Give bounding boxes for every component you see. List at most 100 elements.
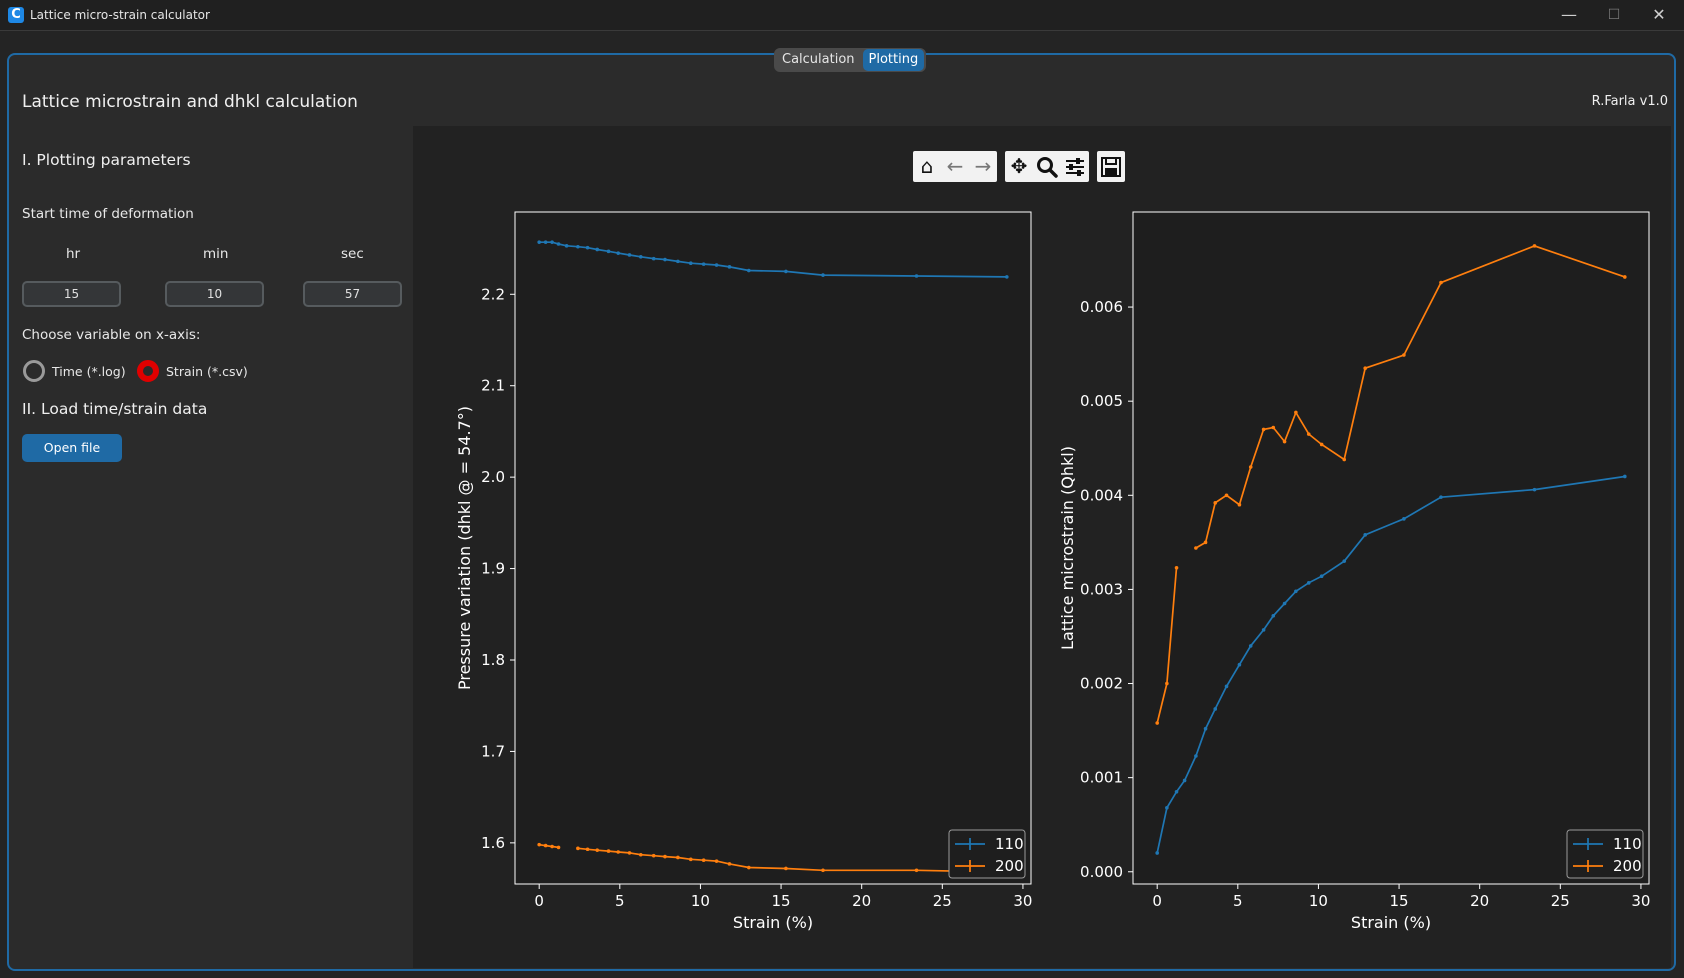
x-tick-label: 20 (852, 892, 871, 910)
series-200-point (1203, 540, 1208, 545)
x-axis-label: Strain (%) (1351, 913, 1431, 932)
sliders-icon[interactable] (1061, 151, 1089, 182)
series-200-point (616, 850, 620, 854)
window-titlebar: C Lattice micro-strain calculator — ☐ ✕ (0, 0, 1684, 31)
toolbar-save-group (1097, 151, 1125, 182)
series-200-point (537, 842, 541, 847)
series-200-point (556, 845, 561, 850)
series-110-point (1194, 754, 1198, 758)
close-icon[interactable]: ✕ (1652, 5, 1666, 24)
series-110-point (556, 242, 561, 246)
y-tick-label: 1.8 (481, 651, 505, 669)
series-200-point (663, 854, 667, 859)
tab-plotting[interactable]: Plotting (862, 49, 925, 71)
radio-strain-label: Strain (*.csv) (166, 363, 248, 379)
page-title: Lattice microstrain and dhkl calculation (22, 92, 358, 112)
series-110-point (1402, 517, 1406, 521)
home-icon[interactable]: ⌂ (920, 154, 934, 178)
legend-label-110: 110 (995, 835, 1024, 853)
arrow-right-icon[interactable]: → (974, 154, 992, 178)
series-110-point (1319, 574, 1324, 579)
x-tick-label: 5 (1233, 892, 1243, 910)
series-110-point (1532, 487, 1537, 492)
y-tick-label: 0.005 (1080, 392, 1123, 410)
series-200-point (1224, 493, 1229, 498)
x-tick-label: 20 (1470, 892, 1489, 910)
series-110-point (1155, 851, 1159, 855)
y-tick-label: 0.000 (1080, 863, 1123, 881)
zoom-icon[interactable] (1033, 151, 1061, 182)
series-110-point (1363, 533, 1367, 537)
open-file-button[interactable]: Open file (22, 434, 122, 462)
radio-time-label: Time (*.log) (52, 363, 126, 379)
series-110-point (1342, 559, 1347, 563)
series-110-point (676, 259, 680, 264)
radio-time[interactable]: Time (*.log) (23, 360, 126, 382)
dhkl-chart: 0 5 10 15 20 25 30 1.6 1.7 1.8 1.9 2.0 2.1 2.2 Strain … (455, 211, 1032, 932)
series-200-point (1165, 681, 1169, 686)
load-data-heading: II. Load time/strain data (22, 400, 208, 418)
sec-input[interactable]: 57 (303, 281, 402, 307)
x-axis-label: Strain (%) (733, 913, 813, 932)
author-version: R.Farla v1.0 (1591, 94, 1668, 109)
plotting-parameters-heading: I. Plotting parameters (22, 151, 191, 169)
move-icon[interactable]: ✥ (1010, 154, 1028, 178)
min-input[interactable]: 10 (165, 281, 264, 307)
radio-strain[interactable]: Strain (*.csv) (137, 360, 248, 382)
series-200-point (1155, 721, 1159, 725)
series-200-point (676, 855, 680, 860)
series-110-point (1213, 707, 1218, 711)
y-tick-label: 2.2 (481, 285, 505, 303)
series-110-point (1261, 628, 1266, 632)
series-110-point (1294, 589, 1298, 594)
series-200-point (821, 868, 825, 873)
y-tick-label: 0.006 (1080, 298, 1123, 316)
minimize-icon[interactable]: — (1561, 5, 1577, 24)
series-110-point (784, 269, 788, 274)
series-200-point (1363, 366, 1367, 371)
series-200-point (688, 857, 693, 862)
series-110-point (1182, 778, 1187, 783)
series-200-point (585, 847, 590, 852)
series-200-point (595, 848, 600, 852)
microstrain-chart: 0 5 10 15 20 25 30 0.000 0.001 0.002 0.003 0.004 0.0… (1058, 211, 1650, 932)
series-110-point (914, 274, 919, 278)
series-110-point (595, 247, 600, 252)
hr-input[interactable]: 15 (22, 281, 121, 307)
x-tick-label: 25 (1551, 892, 1570, 910)
min-label: min (203, 246, 229, 262)
maximize-icon[interactable]: ☐ (1607, 7, 1621, 23)
plot-toolbar: ⌂ ← → ✥ (913, 151, 1125, 182)
toolbar-nav-group: ⌂ ← → (913, 151, 997, 182)
y-tick-label: 0.001 (1080, 769, 1123, 787)
series-110-point (1174, 789, 1179, 794)
series-110-point (550, 240, 554, 244)
series-200-point (1261, 427, 1266, 432)
series-110-point (1439, 495, 1443, 499)
series-200-point (727, 862, 732, 866)
series-200-point (627, 851, 632, 855)
toolbar-tools-group: ✥ (1005, 151, 1089, 182)
x-tick-label: 30 (1013, 892, 1032, 910)
series-200-point (606, 849, 611, 853)
save-icon[interactable] (1097, 151, 1125, 182)
x-tick-label: 25 (933, 892, 952, 910)
series-200-point (1439, 280, 1443, 285)
hr-label: hr (66, 246, 81, 262)
series-200-point (550, 844, 554, 849)
tab-calculation[interactable]: Calculation (782, 52, 855, 67)
series-110-point (714, 263, 719, 267)
window-title: Lattice micro-strain calculator (30, 8, 210, 22)
y-axis-label: Pressure variation (dhkl @ = 54.7°) (455, 406, 474, 690)
series-200-point (543, 843, 548, 848)
series-200-point (1213, 501, 1218, 505)
arrow-left-icon[interactable]: ← (946, 154, 964, 178)
series-200-point (1623, 275, 1627, 279)
y-axis-label: Lattice microstrain (Qhkl) (1058, 446, 1077, 650)
series-110-line (1156, 475, 1625, 854)
radio-strain-circle[interactable] (137, 360, 159, 382)
series-110-point (663, 257, 667, 262)
radio-time-circle[interactable] (23, 360, 45, 382)
series-110-point (1237, 662, 1242, 667)
series-110-point (701, 262, 706, 266)
